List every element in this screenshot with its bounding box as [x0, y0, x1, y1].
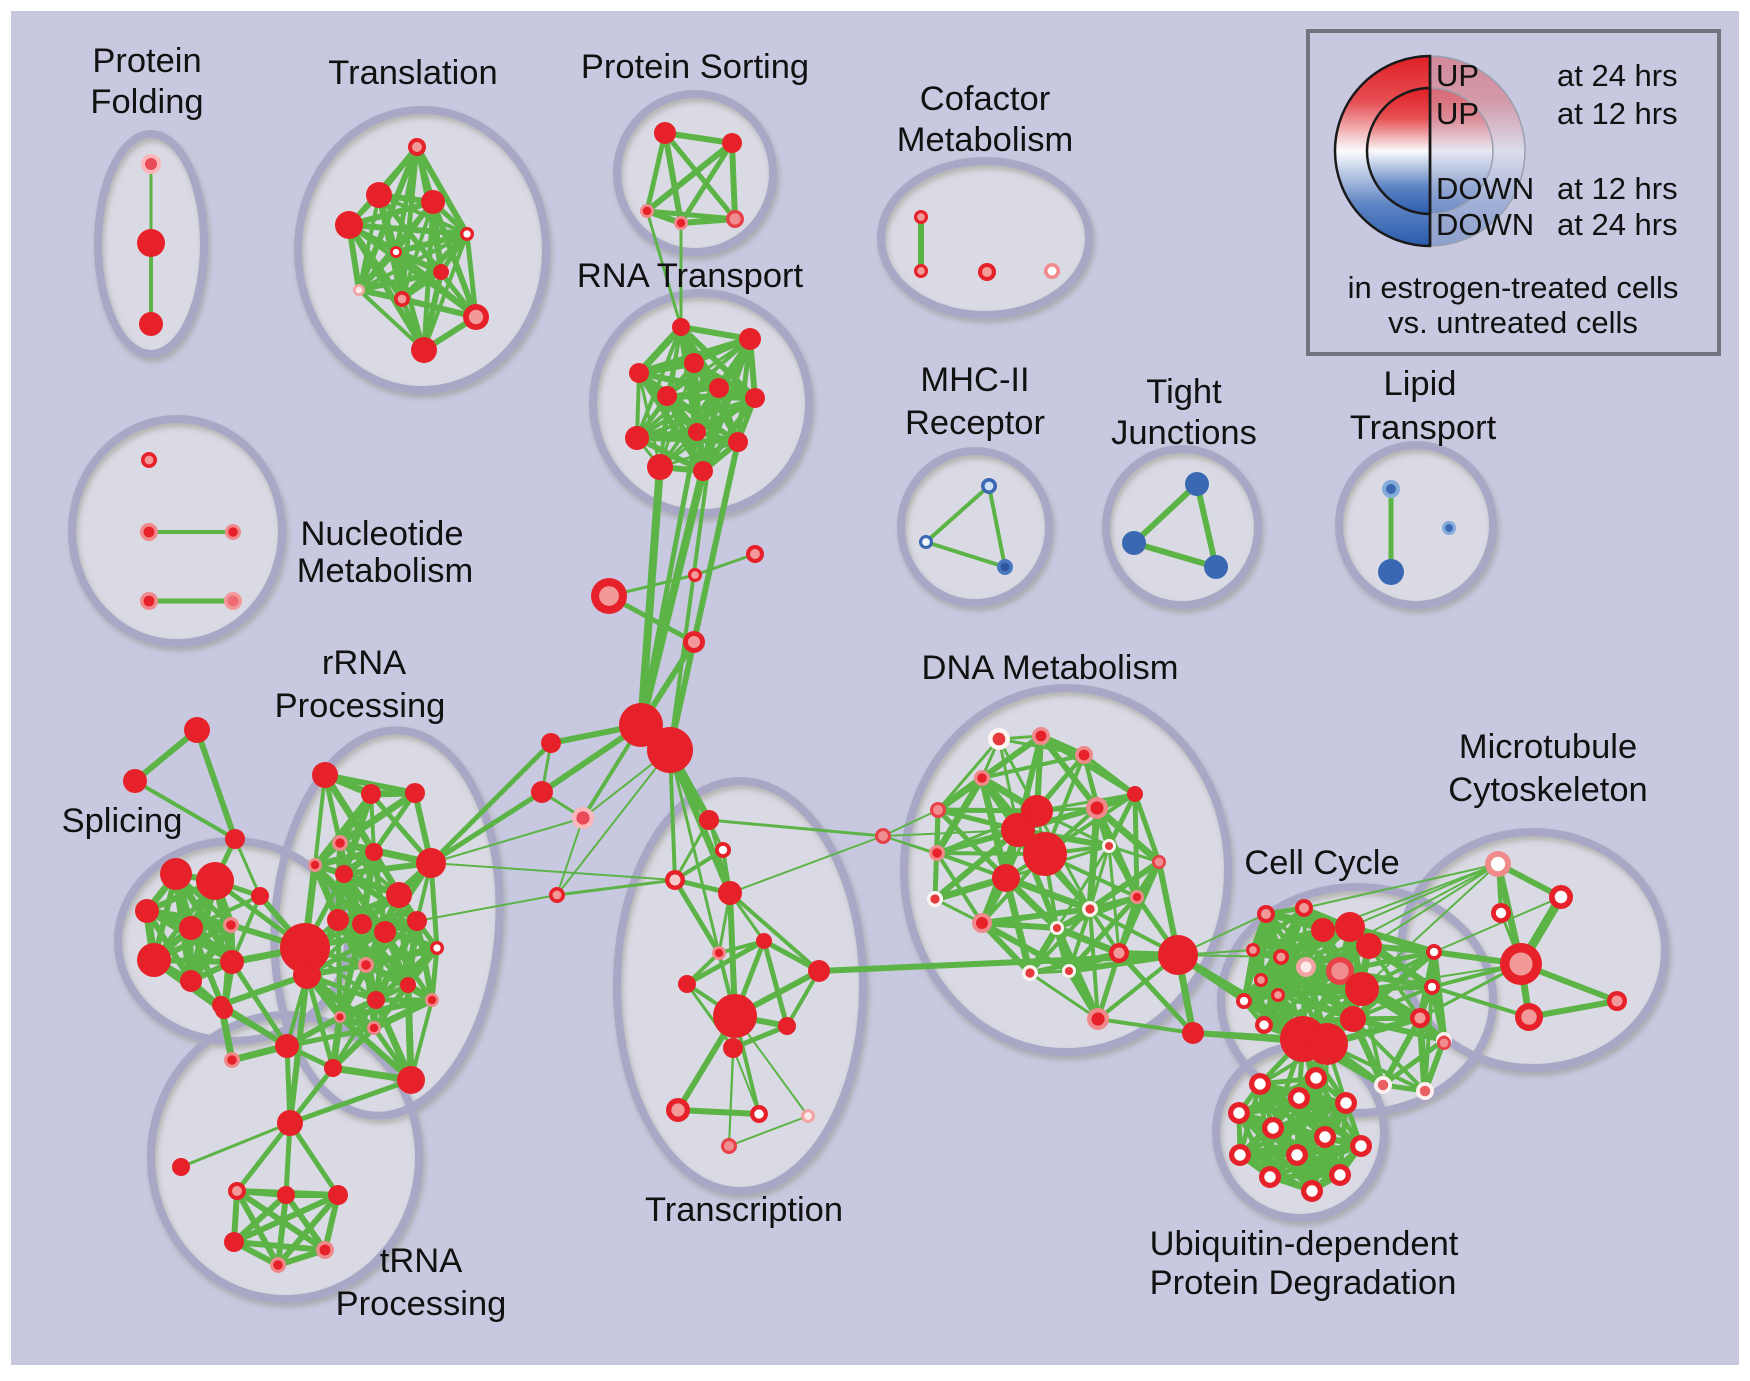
svg-text:Cell Cycle: Cell Cycle: [1244, 844, 1399, 882]
svg-text:Processing: Processing: [336, 1285, 507, 1323]
svg-text:Folding: Folding: [90, 83, 203, 121]
svg-text:at 24 hrs: at 24 hrs: [1557, 207, 1678, 242]
svg-text:Transcription: Transcription: [645, 1191, 843, 1229]
svg-text:at 24 hrs: at 24 hrs: [1557, 58, 1678, 93]
svg-text:vs. untreated cells: vs. untreated cells: [1388, 305, 1638, 340]
svg-text:tRNA: tRNA: [380, 1242, 462, 1280]
svg-text:Microtubule: Microtubule: [1459, 728, 1637, 766]
svg-text:Ubiquitin-dependent: Ubiquitin-dependent: [1150, 1225, 1459, 1263]
svg-text:Metabolism: Metabolism: [897, 121, 1073, 159]
svg-text:Protein Sorting: Protein Sorting: [581, 48, 809, 86]
svg-text:UP: UP: [1436, 58, 1479, 93]
svg-text:DOWN: DOWN: [1436, 207, 1534, 242]
svg-text:MHC-II: MHC-II: [920, 361, 1029, 399]
svg-text:at 12 hrs: at 12 hrs: [1557, 171, 1678, 206]
svg-text:Receptor: Receptor: [905, 404, 1045, 442]
svg-text:Tight: Tight: [1146, 373, 1222, 411]
svg-text:Transport: Transport: [1350, 409, 1497, 447]
svg-text:Protein: Protein: [92, 42, 201, 80]
svg-text:Nucleotide: Nucleotide: [300, 515, 463, 553]
svg-text:Cofactor: Cofactor: [920, 80, 1050, 118]
svg-text:Translation: Translation: [328, 54, 497, 92]
svg-text:Junctions: Junctions: [1111, 414, 1257, 452]
svg-text:Processing: Processing: [275, 687, 446, 725]
svg-text:Splicing: Splicing: [62, 802, 183, 840]
svg-text:DOWN: DOWN: [1436, 171, 1534, 206]
svg-text:Lipid: Lipid: [1384, 365, 1457, 403]
svg-text:rRNA: rRNA: [322, 644, 406, 682]
svg-text:Metabolism: Metabolism: [297, 552, 473, 590]
svg-text:at 12 hrs: at 12 hrs: [1557, 96, 1678, 131]
svg-text:Protein Degradation: Protein Degradation: [1150, 1264, 1457, 1302]
svg-text:in estrogen-treated cells: in estrogen-treated cells: [1348, 270, 1679, 305]
svg-text:DNA Metabolism: DNA Metabolism: [922, 649, 1179, 687]
svg-text:RNA Transport: RNA Transport: [577, 257, 804, 295]
svg-text:Cytoskeleton: Cytoskeleton: [1448, 771, 1647, 809]
svg-text:UP: UP: [1436, 96, 1479, 131]
